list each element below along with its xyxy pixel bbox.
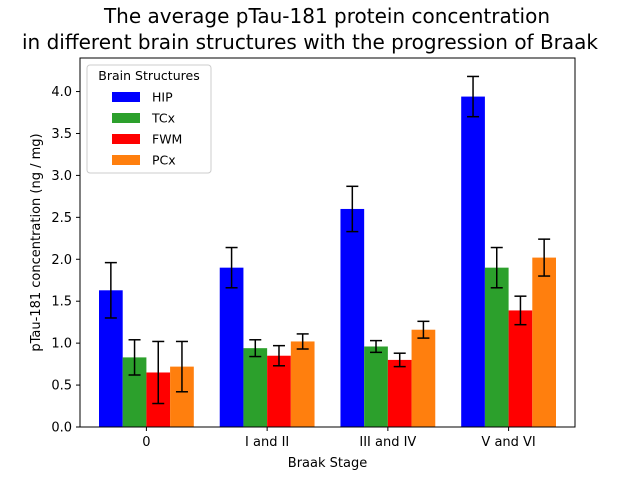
error-bar-HIP-0 xyxy=(104,261,117,319)
y-tick-label: 3.5 xyxy=(51,127,72,142)
y-tick-label: 4.0 xyxy=(51,85,72,100)
x-tick-label: I and II xyxy=(245,435,289,450)
error-bar-TCx-0 xyxy=(128,339,141,376)
error-bar-HIP-2 xyxy=(346,185,359,233)
y-tick-label: 0.0 xyxy=(51,421,72,436)
bar-HIP-1 xyxy=(219,267,244,427)
y-tick-label: 0.5 xyxy=(51,379,72,394)
bar-FWM-3 xyxy=(508,310,533,427)
legend-swatch-FWM xyxy=(112,134,140,144)
bar-HIP-2 xyxy=(340,208,365,427)
error-bar-PCx-1 xyxy=(296,333,309,350)
error-bar-PCx-3 xyxy=(538,238,551,277)
y-axis-label: pTau-181 concentration (ng / mg) xyxy=(29,133,44,351)
error-bar-FWM-0 xyxy=(152,340,165,405)
error-bar-TCx-2 xyxy=(370,339,383,354)
chart-title-line-2: in different brain structures with the p… xyxy=(22,30,598,54)
legend-label-PCx: PCx xyxy=(152,153,176,168)
legend-title: Brain Structures xyxy=(98,68,199,83)
legend-label-HIP: HIP xyxy=(152,90,173,105)
y-tick-label: 2.5 xyxy=(51,211,72,226)
x-tick-label: V and VI xyxy=(481,435,535,450)
x-tick-label: 0 xyxy=(142,435,150,450)
bar-TCx-2 xyxy=(364,346,388,427)
legend-swatch-HIP xyxy=(112,92,140,102)
legend-swatch-TCx xyxy=(112,113,140,123)
error-bar-TCx-1 xyxy=(249,339,262,358)
plot-frame xyxy=(79,57,576,428)
bar-FWM-2 xyxy=(387,359,412,427)
legend-swatch-PCx xyxy=(112,155,140,165)
error-bar-HIP-1 xyxy=(225,246,238,289)
bar-FWM-1 xyxy=(267,355,291,427)
bar-TCx-1 xyxy=(243,348,268,427)
bar-TCx-3 xyxy=(484,267,509,427)
chart-title-line-1: The average pTau-181 protein concentrati… xyxy=(103,4,550,28)
error-bar-FWM-3 xyxy=(514,295,527,326)
error-bar-FWM-2 xyxy=(393,352,406,368)
y-tick-label: 1.0 xyxy=(51,337,72,352)
bar-HIP-3 xyxy=(461,96,485,427)
bar-HIP-0 xyxy=(99,290,123,427)
error-bar-PCx-2 xyxy=(417,320,430,339)
x-axis-label: Braak Stage xyxy=(288,456,367,471)
x-tick-label: III and IV xyxy=(359,435,416,450)
y-tick-label: 1.5 xyxy=(51,295,72,310)
y-tick-label: 3.0 xyxy=(51,169,72,184)
legend-label-FWM: FWM xyxy=(152,132,182,147)
bar-PCx-3 xyxy=(532,257,556,427)
error-bar-HIP-3 xyxy=(467,75,480,118)
legend: Brain Structures HIP TCx FWM PCx xyxy=(86,64,212,174)
bar-PCx-0 xyxy=(170,366,194,427)
legend-label-TCx: TCx xyxy=(151,111,175,126)
y-tick-label: 2.0 xyxy=(51,253,72,268)
error-bar-PCx-0 xyxy=(175,340,188,393)
bar-PCx-2 xyxy=(411,329,436,427)
error-bar-TCx-3 xyxy=(490,246,503,289)
error-bar-FWM-1 xyxy=(272,344,285,367)
bar-PCx-1 xyxy=(290,341,315,427)
